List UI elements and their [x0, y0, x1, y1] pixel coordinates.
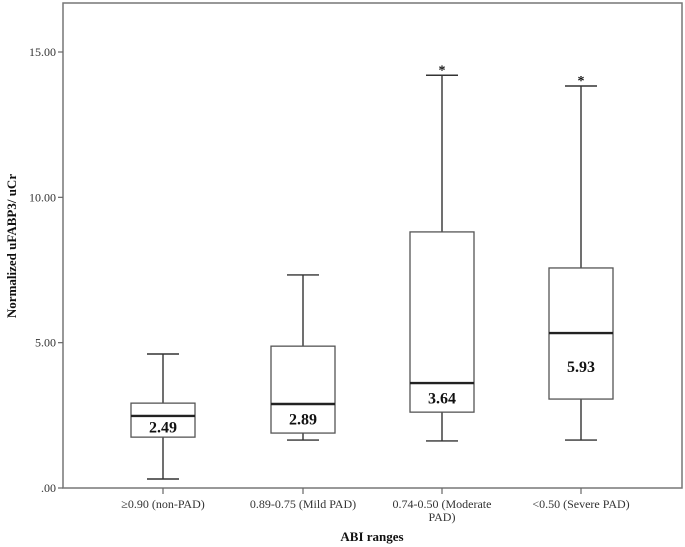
box-group: 2.49	[130, 353, 196, 480]
y-tick-label: 15.00	[29, 45, 56, 59]
median-value-label: 5.93	[567, 359, 595, 376]
box-group: 5.93 *	[548, 74, 614, 441]
box-group: 3.64 *	[409, 63, 475, 442]
x-category-label: 0.74-0.50 (Moderate	[393, 497, 492, 511]
extreme-value-marker: *	[439, 63, 446, 78]
iqr-box	[409, 231, 475, 413]
y-tick-label: .00	[41, 481, 56, 495]
x-axis: ≥0.90 (non-PAD) 0.89-0.75 (Mild PAD) 0.74-…	[121, 488, 630, 524]
y-tick-label: 5.00	[35, 336, 56, 350]
x-axis-title: ABI ranges	[340, 529, 403, 544]
y-tick-label: 10.00	[29, 190, 56, 204]
median-value-label: 3.64	[428, 391, 456, 408]
x-category-label: PAD)	[429, 510, 456, 524]
y-axis: .00 5.00 10.00 15.00	[29, 45, 63, 495]
box-series: 2.49 2.89 3.64 * 5.93 *	[130, 63, 614, 480]
median-value-label: 2.89	[289, 412, 317, 429]
box-group: 2.89	[270, 274, 336, 441]
iqr-box	[270, 345, 336, 434]
x-category-label: <0.50 (Severe PAD)	[532, 497, 629, 511]
x-category-label: 0.89-0.75 (Mild PAD)	[250, 497, 356, 511]
y-axis-title: Normalized uFABP3/ uCr	[4, 174, 19, 318]
median-value-label: 2.49	[149, 420, 177, 437]
iqr-box	[130, 402, 196, 438]
x-category-label: ≥0.90 (non-PAD)	[121, 497, 204, 511]
extreme-value-marker: *	[578, 74, 585, 89]
